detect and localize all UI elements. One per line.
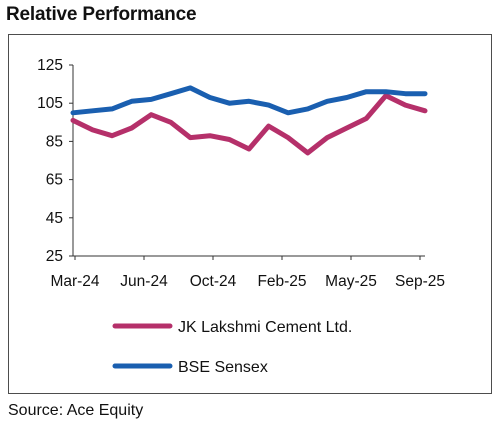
x-tick-label: Feb-25 (257, 273, 306, 290)
y-tick-label: 125 (37, 57, 63, 74)
chart-lines (70, 85, 428, 156)
chart-title: Relative Performance (6, 4, 197, 25)
x-tick-label: Mar-24 (50, 273, 99, 290)
legend-jk-lakshmi-label: JK Lakshmi Cement Ltd. (178, 319, 352, 336)
chart-axes: 25 45 65 85 105 125 Mar-24 Jun-24 Oct-24 Feb-25 Ma… (37, 57, 445, 290)
x-tick-label: Oct-24 (190, 273, 237, 290)
chart-legend: JK Lakshmi Cement Ltd. BSE Sensex (112, 319, 352, 376)
x-tick-label: May-25 (325, 273, 377, 290)
y-tick-label: 25 (46, 248, 63, 265)
y-tick-label: 45 (46, 210, 63, 227)
jk-lakshmi-line (70, 93, 428, 156)
x-tick-label: Sep-25 (395, 273, 445, 290)
legend-bse-sensex-label: BSE Sensex (178, 359, 268, 376)
source-note: Source: Ace Equity (8, 402, 144, 419)
y-tick-label: 85 (46, 133, 63, 150)
x-tick-label: Jun-24 (120, 273, 168, 290)
bse-sensex-line (70, 85, 428, 116)
y-tick-label: 105 (37, 95, 63, 112)
chart-frame (8, 34, 492, 394)
y-tick-label: 65 (46, 172, 63, 189)
